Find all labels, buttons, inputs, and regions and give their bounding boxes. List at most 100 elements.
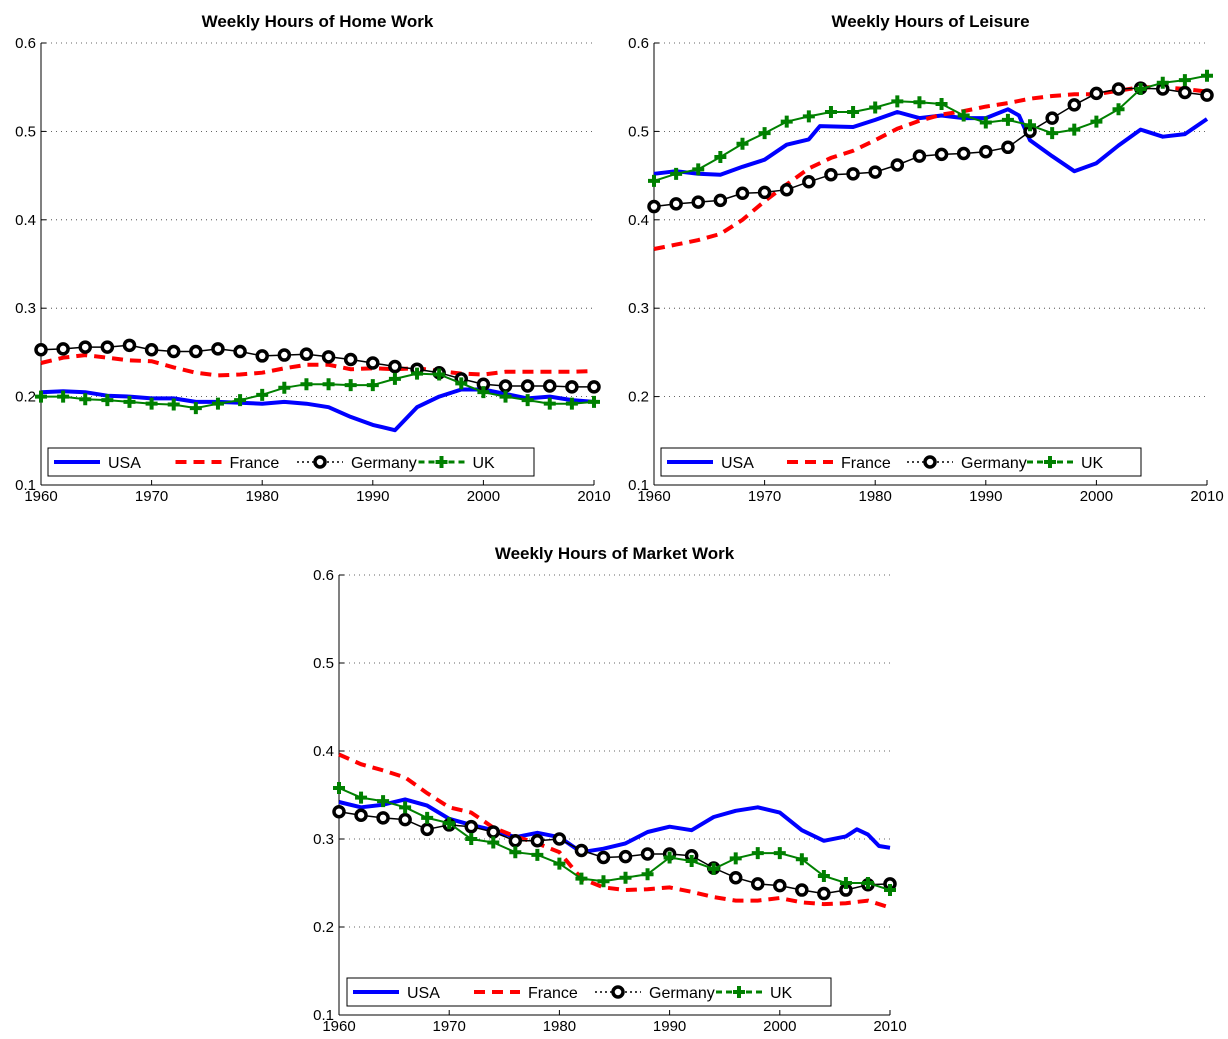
data-point [647,199,661,214]
series-line [653,85,1208,251]
data-point [736,137,749,150]
data-point [565,380,579,394]
data-point [618,849,633,864]
data-point [455,377,468,390]
data-point [1045,111,1059,125]
data-point [233,344,247,359]
data-point [913,96,926,109]
data-point [691,195,705,209]
data-point [1046,127,1059,140]
data-point [486,825,501,839]
y-tick-label: 0.6 [628,35,649,52]
y-tick-label: 0.5 [15,123,36,140]
legend-label: Germany [649,985,715,1002]
data-point [366,356,380,370]
data-point [211,397,224,410]
data-point [377,795,390,808]
series-line [338,797,891,855]
data-point [861,877,874,889]
data-point [847,105,860,118]
data-point [79,393,92,406]
x-tick-label: 1960 [322,1018,355,1035]
x-tick-label: 1970 [748,488,781,505]
data-point [366,379,379,392]
data-point [1001,113,1014,126]
y-tick-label: 0.2 [313,919,334,936]
data-point [773,847,786,860]
data-point [640,847,655,861]
data-point [1178,74,1191,87]
data-point [890,158,905,172]
data-point [1111,82,1126,96]
legend-label: USA [721,455,754,472]
legend-marker [435,456,448,468]
data-point [935,97,948,110]
data-point [354,808,368,822]
data-point [912,149,927,163]
data-point [420,822,434,837]
y-tick-label: 0.1 [313,1007,334,1024]
data-point [773,878,787,893]
x-tick-label: 1970 [135,488,168,505]
x-tick-label: 2010 [577,488,610,505]
data-point [411,367,424,380]
data-point [597,875,610,888]
data-point [1090,115,1103,128]
data-point [714,151,727,164]
legend-marker [733,986,745,998]
data-point [144,342,159,357]
data-point [1089,86,1104,101]
data-point [277,348,292,362]
series-france [653,85,1208,251]
data-point [398,812,412,827]
legend: USA France Germany UK [346,977,832,1007]
data-point [934,147,949,162]
data-point [587,380,601,394]
data-point [100,340,115,354]
data-point [321,350,336,364]
data-point [322,378,335,391]
data-point [824,105,837,118]
data-point [648,174,660,187]
data-point [355,791,368,804]
series-france [40,353,595,378]
legend-label: UK [1081,455,1104,472]
data-point [707,862,720,875]
series-uk [648,69,1213,187]
x-tick-label: 1980 [543,1018,576,1035]
data-point [189,344,203,359]
data-point [256,388,269,401]
y-tick-label: 0.2 [15,389,36,406]
legend-marker [923,455,937,469]
data-point [343,352,358,367]
x-tick-label: 2000 [467,488,500,505]
data-point [692,163,705,176]
x-tick-label: 1980 [246,488,279,505]
legend-label: France [230,455,280,472]
data-point [166,344,181,359]
data-point [979,116,992,129]
data-point [499,390,512,403]
series-usa [653,107,1209,177]
data-point [1067,98,1082,112]
data-point [333,781,345,794]
x-tick-label: 1990 [653,1018,686,1035]
x-tick-label: 2000 [1080,488,1113,505]
data-point [520,379,535,393]
series-germany [34,338,601,394]
legend-label: UK [473,455,496,472]
data-point [35,390,47,403]
data-point [421,811,434,824]
y-tick-label: 0.4 [628,212,649,229]
data-point [122,338,137,353]
data-point [332,804,346,819]
data-point [477,386,490,399]
data-point [234,394,247,407]
data-point [1024,119,1037,132]
data-point [758,127,771,140]
panel-2: 0.1 0.2 0.3 0.4 0.5 0.6 1960 1970 1980 1990 2000 20… [628,12,1224,505]
y-tick-label: 0.1 [15,477,36,494]
data-point [735,186,750,201]
data-point [641,868,654,881]
legend-label: France [528,985,578,1002]
